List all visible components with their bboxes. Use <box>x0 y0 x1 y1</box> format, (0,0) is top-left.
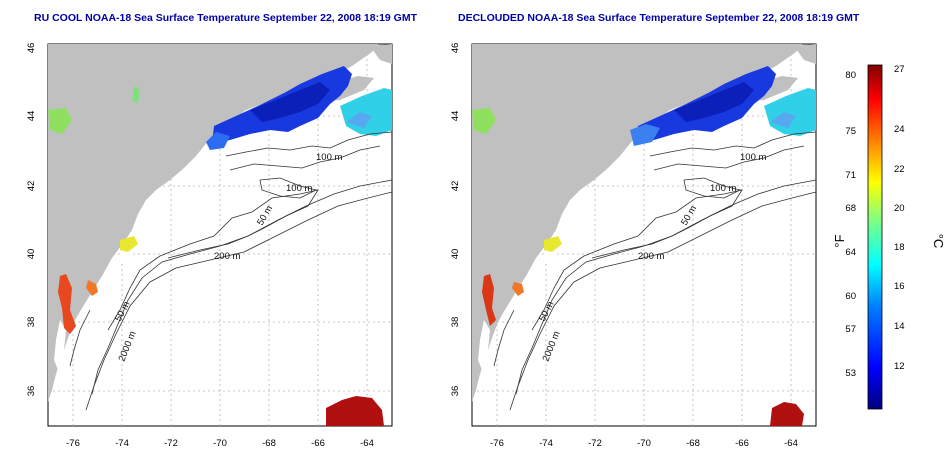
sst-hot-southeast <box>770 402 804 426</box>
f-tick: 64 <box>845 247 856 258</box>
x-tick: -72 <box>588 438 602 449</box>
sst-warm-new-york <box>120 236 138 252</box>
contour-label-200m: 200 m <box>638 251 664 262</box>
c-tick: 16 <box>894 281 905 292</box>
contour-label-100m-mid: 100 m <box>286 183 312 194</box>
temperature-colorbar: 80 75 71 68 64 60 57 53 27 24 22 20 18 1… <box>830 55 950 425</box>
bay-water <box>478 320 490 370</box>
c-tick: 20 <box>894 203 905 214</box>
x-tick: -68 <box>262 438 276 449</box>
y-tick: 36 <box>450 386 461 397</box>
right-map-title: DECLOUDED NOAA-18 Sea Surface Temperatur… <box>458 12 860 24</box>
y-tick: 46 <box>450 43 461 54</box>
fahrenheit-ticks: 80 75 71 68 64 60 57 53 <box>845 70 856 379</box>
c-tick: 22 <box>894 164 905 175</box>
f-tick: 80 <box>845 70 856 81</box>
y-tick: 40 <box>26 249 37 260</box>
bay-water <box>54 320 66 370</box>
x-tick: -74 <box>539 438 553 449</box>
y-axis-ticks: 46 44 42 40 38 36 <box>450 43 461 397</box>
f-tick: 75 <box>845 126 856 137</box>
x-tick: -76 <box>490 438 504 449</box>
x-tick: -64 <box>360 438 374 449</box>
c-tick: 12 <box>894 361 905 372</box>
y-tick: 42 <box>450 181 461 192</box>
y-tick: 42 <box>26 181 37 192</box>
bathymetry-contours <box>69 131 393 411</box>
left-sst-map: 100 m 100 m 50 m 200 m 50 m 2000 m -76 -… <box>0 30 420 470</box>
x-axis-ticks: -76 -74 -72 -70 -68 -66 -64 <box>490 438 798 449</box>
f-tick: 68 <box>845 203 856 214</box>
x-tick: -64 <box>784 438 798 449</box>
contour-label-100m-mid: 100 m <box>710 183 736 194</box>
celsius-ticks: 27 24 22 20 18 16 14 12 <box>894 64 905 372</box>
x-tick: -72 <box>164 438 178 449</box>
contour-label-100m-north: 100 m <box>740 152 766 163</box>
x-axis-ticks: -76 -74 -72 -70 -68 -66 -64 <box>66 438 374 449</box>
x-tick: -70 <box>637 438 651 449</box>
bathymetry-contours <box>493 131 817 411</box>
x-tick: -66 <box>735 438 749 449</box>
f-tick: 71 <box>845 170 856 181</box>
y-tick: 38 <box>26 317 37 328</box>
f-tick: 53 <box>845 368 856 379</box>
y-tick: 40 <box>450 249 461 260</box>
left-map-title: RU COOL NOAA-18 Sea Surface Temperature … <box>34 12 418 24</box>
right-sst-map: 100 m 100 m 50 m 200 m 50 m 2000 m -76 -… <box>424 30 844 470</box>
unit-celsius: °C <box>931 234 946 249</box>
sst-warm-nova-scotia <box>472 108 496 134</box>
x-tick: -70 <box>213 438 227 449</box>
contour-label-100m-north: 100 m <box>316 152 342 163</box>
c-tick: 24 <box>894 124 905 135</box>
x-tick: -66 <box>311 438 325 449</box>
colorbar-gradient <box>867 64 883 410</box>
sst-warm-new-york <box>544 236 562 252</box>
y-tick: 38 <box>450 317 461 328</box>
x-tick: -68 <box>686 438 700 449</box>
land-mass <box>48 44 378 402</box>
x-tick: -74 <box>115 438 129 449</box>
y-tick: 36 <box>26 386 37 397</box>
c-tick: 27 <box>894 64 905 75</box>
land-mass <box>472 44 802 402</box>
sst-warm-nova-scotia <box>48 108 72 134</box>
sst-hot-chesapeake <box>58 274 76 334</box>
sst-hot-chesapeake <box>482 274 496 326</box>
contour-label-200m: 200 m <box>214 251 240 262</box>
y-axis-ticks: 46 44 42 40 38 36 <box>26 43 37 397</box>
sst-hot-southeast <box>326 396 384 426</box>
c-tick: 18 <box>894 242 905 253</box>
y-tick: 44 <box>450 111 461 122</box>
y-tick: 44 <box>26 111 37 122</box>
y-tick: 46 <box>26 43 37 54</box>
x-tick: -76 <box>66 438 80 449</box>
f-tick: 57 <box>845 324 856 335</box>
c-tick: 14 <box>894 321 905 332</box>
f-tick: 60 <box>845 291 856 302</box>
unit-fahrenheit: °F <box>832 234 847 247</box>
